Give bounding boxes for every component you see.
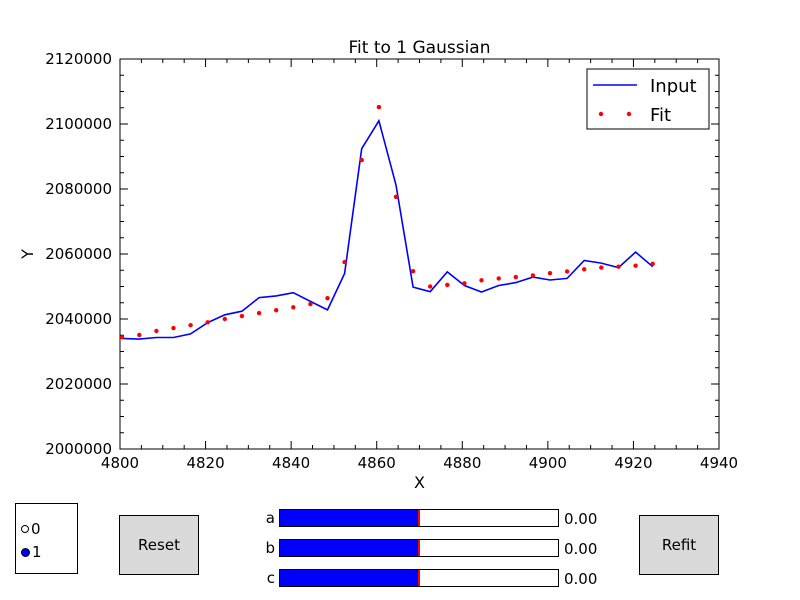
series-point-fit	[633, 263, 638, 268]
series-point-fit	[256, 310, 262, 316]
slider-a-value: 0.00	[564, 510, 598, 528]
x-tick-label: 4920	[614, 454, 652, 472]
reset-button[interactable]: Reset	[119, 515, 199, 575]
series-point-fit	[393, 194, 399, 199]
radio-button-1[interactable]	[21, 547, 30, 557]
radio-button-0[interactable]	[21, 525, 29, 533]
x-tick-label: 4880	[443, 454, 481, 472]
x-tick-label: 4860	[358, 454, 396, 472]
series-point-fit	[530, 273, 536, 278]
slider-c[interactable]	[279, 569, 559, 587]
y-tick-label: 2060000	[45, 245, 112, 263]
series-point-fit	[564, 269, 570, 274]
series-point-fit	[359, 157, 364, 163]
series-point-fit	[222, 316, 227, 322]
series-point-fit	[428, 284, 433, 289]
y-tick-label: 2100000	[45, 115, 112, 133]
slider-c-initial-marker	[418, 570, 420, 586]
radio-label-1: 1	[32, 543, 42, 561]
series-point-fit	[274, 308, 279, 313]
chart-title: Fit to 1 Gaussian	[348, 38, 490, 58]
series-layer	[119, 104, 655, 340]
legend-box	[586, 68, 710, 130]
series-point-fit	[171, 325, 176, 331]
series-point-fit	[325, 296, 330, 301]
series-point-fit	[342, 259, 347, 265]
series-point-fit	[513, 274, 518, 280]
series-point-fit	[239, 313, 245, 319]
slider-b[interactable]	[279, 539, 559, 557]
x-tick-label: 4840	[272, 454, 310, 472]
slider-b-fill	[280, 540, 419, 556]
series-point-fit	[376, 104, 382, 110]
series-point-fit	[205, 320, 210, 325]
slider-b-value: 0.00	[564, 540, 598, 558]
series-point-fit	[410, 269, 416, 274]
series-point-fit	[137, 332, 142, 338]
slider-c-fill	[280, 570, 419, 586]
radio-option-1[interactable]: 1	[21, 543, 42, 561]
x-tick-label: 4940	[700, 454, 738, 472]
series-point-fit	[650, 261, 655, 266]
slider-a-fill	[280, 510, 419, 526]
series-point-fit	[496, 276, 501, 281]
legend-point-sample	[598, 111, 604, 117]
series-point-fit	[616, 264, 621, 269]
legend-item-fit: Fit	[650, 105, 671, 126]
series-point-fit	[599, 265, 604, 270]
slider-b-initial-marker	[418, 540, 420, 556]
series-point-fit	[154, 328, 159, 334]
radio-label-0: 0	[31, 520, 41, 538]
series-point-fit	[479, 278, 484, 283]
series-point-fit	[582, 267, 587, 272]
y-tick-label: 2000000	[45, 440, 112, 458]
legend: Input Fit	[586, 68, 710, 130]
slider-c-label: c	[266, 569, 275, 587]
y-tick-label: 2020000	[45, 375, 112, 393]
slider-a[interactable]	[279, 509, 559, 527]
refit-button[interactable]: Refit	[639, 515, 719, 575]
slider-b-label: b	[265, 539, 275, 557]
x-tick-label: 4800	[101, 454, 139, 472]
legend-point-sample	[626, 111, 632, 117]
series-point-fit	[119, 335, 125, 340]
x-tick-label: 4820	[186, 454, 224, 472]
chart: Fit to 1 Gaussian 4800 4820 4840 4860 4880 49…	[18, 38, 738, 492]
x-axis-label: X	[414, 473, 425, 492]
slider-a-label: a	[265, 509, 275, 527]
series-point-fit	[462, 281, 467, 286]
slider-a-initial-marker	[418, 510, 420, 526]
slider-c-value: 0.00	[564, 570, 598, 588]
axis-ticks: 4800 4820 4840 4860 4880 4900 4920 4940 2000000 2…	[45, 50, 738, 472]
y-tick-label: 2040000	[45, 310, 112, 328]
series-point-fit	[308, 301, 313, 307]
series-point-fit	[291, 305, 296, 310]
y-tick-label: 2120000	[45, 50, 112, 68]
legend-item-input: Input	[650, 76, 697, 97]
y-tick-label: 2080000	[45, 180, 112, 198]
radio-panel: 0 1	[15, 503, 78, 574]
radio-option-0[interactable]: 0	[21, 520, 41, 538]
x-tick-label: 4900	[529, 454, 567, 472]
series-point-fit	[188, 323, 193, 328]
y-axis-label: Y	[18, 249, 37, 260]
series-line-input	[122, 118, 654, 340]
series-point-fit	[547, 271, 553, 276]
series-point-fit	[445, 282, 450, 288]
